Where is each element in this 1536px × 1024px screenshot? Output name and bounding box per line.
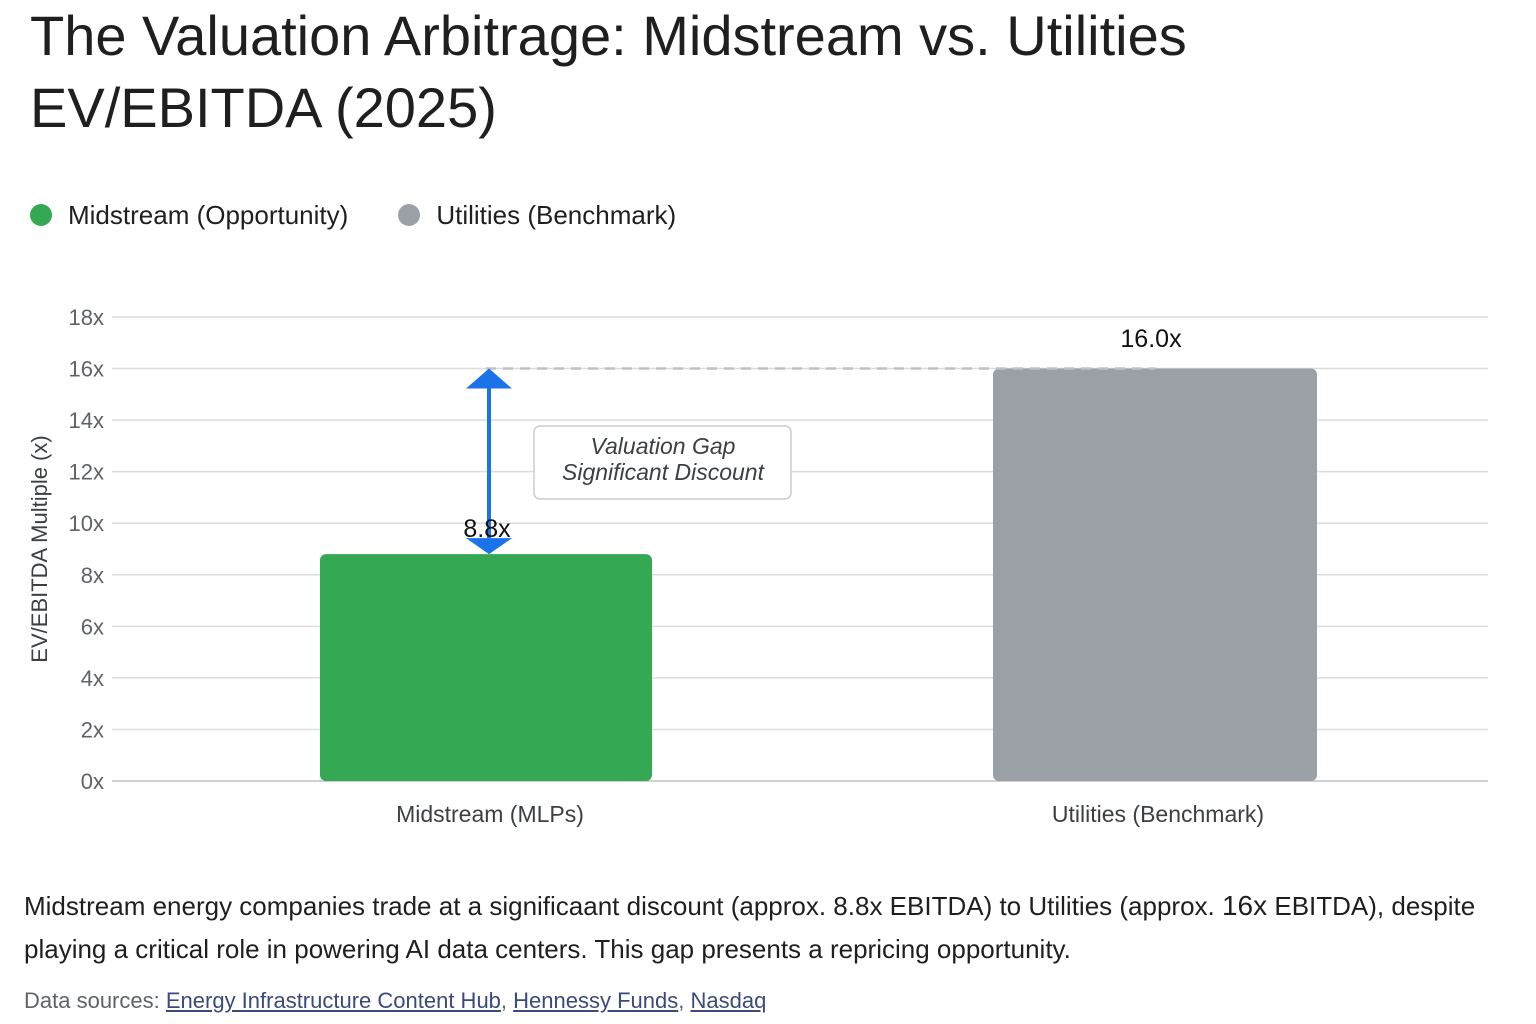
y-tick-label: 8x (81, 563, 104, 588)
gap-arrow-head-down (466, 538, 512, 555)
bar-chart: 0x 2x 4x 6x 8x 10x 12x 14x 16x 18x EV/EBITDA Multi… (27, 305, 1488, 827)
y-tick-label: 6x (81, 614, 104, 639)
y-tick-label: 18x (69, 305, 104, 330)
y-tick-label: 0x (81, 769, 104, 794)
legend-dot-midstream (30, 204, 52, 226)
description-text-1: Midstream energy companies trade at a si… (24, 891, 1222, 921)
bar-value-label: 16.0x (1120, 325, 1182, 353)
y-tick-label: 14x (69, 408, 104, 433)
legend-label-utilities: Utilities (Benchmark) (436, 199, 677, 230)
source-link-nasdaq[interactable]: Nasdaq (690, 988, 767, 1013)
annotation-text-line: Significant Discount (562, 459, 766, 485)
legend-label-midstream: Midstream (Opportunity) (68, 199, 349, 230)
y-tick-label: 4x (81, 666, 104, 691)
description-highlight: 16x (1221, 890, 1268, 921)
x-category-label: Utilities (Benchmark) (1052, 801, 1264, 827)
y-tick-label: 12x (69, 460, 104, 485)
chart-title: The Valuation Arbitrage: Midstream vs. U… (30, 4, 1187, 139)
data-sources: Data sources: Energy Infrastructure Cont… (24, 988, 767, 1013)
y-axis-label: EV/EBITDA Multiple (x) (27, 435, 52, 662)
y-tick-label: 10x (69, 511, 104, 536)
legend-item-utilities[interactable]: Utilities (Benchmark) (398, 200, 676, 231)
chart-legend: Midstream (Opportunity) Utilities (Bench… (30, 198, 676, 232)
x-category-label: Midstream (MLPs) (396, 801, 584, 827)
bar-utilities (993, 368, 1317, 781)
sources-prefix: Data sources: (24, 988, 160, 1013)
bar-midstream (320, 554, 652, 781)
annotation-box (533, 425, 792, 500)
gap-arrow-head-up (466, 368, 512, 389)
source-link-energy-hub[interactable]: Energy Infrastructure Content Hub (165, 988, 501, 1013)
legend-item-midstream[interactable]: Midstream (Opportunity) (30, 200, 348, 231)
y-tick-label: 2x (81, 717, 104, 742)
description-text-2: EBITDA), despite playing a critical role… (24, 891, 1476, 964)
y-tick-label: 16x (69, 357, 104, 382)
chart-description: Midstream energy companies trade at a si… (24, 884, 1514, 971)
source-link-hennessy[interactable]: Hennessy Funds (513, 988, 679, 1013)
annotation-text-line: Valuation Gap (591, 433, 736, 459)
bar-value-label: 8.8x (463, 515, 511, 543)
legend-dot-utilities (398, 204, 421, 226)
